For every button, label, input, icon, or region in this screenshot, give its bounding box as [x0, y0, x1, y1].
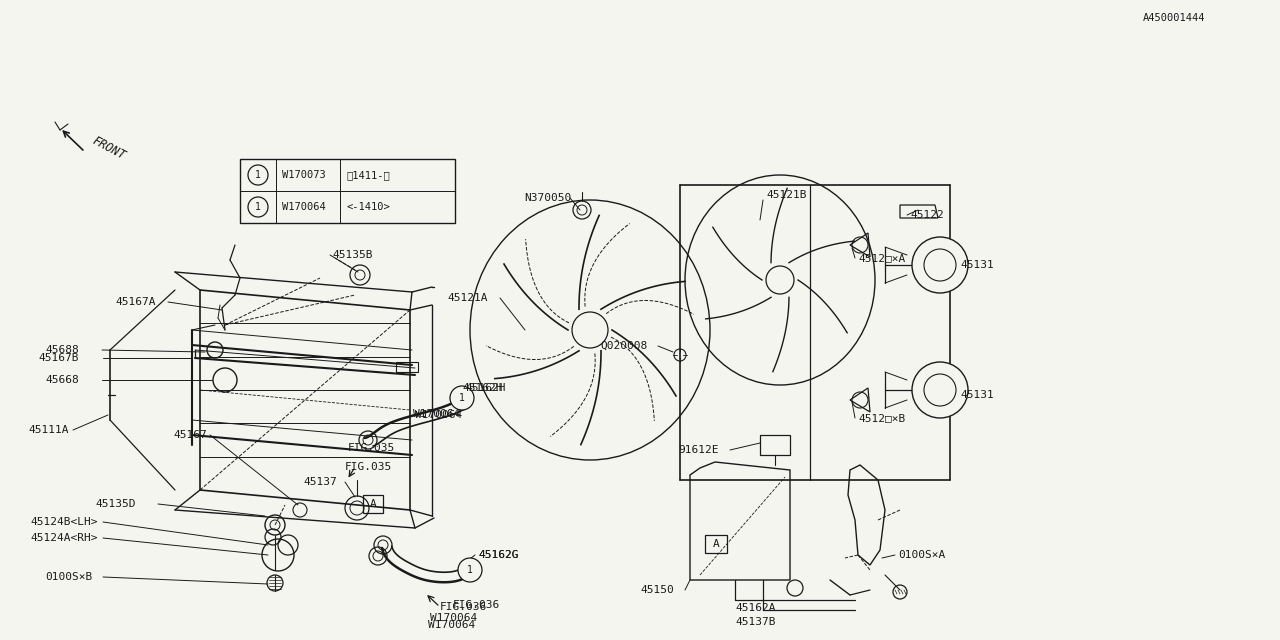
Text: 〈1411-〉: 〈1411-〉 — [346, 170, 389, 180]
Text: 45111A: 45111A — [28, 425, 69, 435]
Text: 45167: 45167 — [173, 430, 207, 440]
Circle shape — [913, 362, 968, 418]
Text: FIG.036: FIG.036 — [453, 600, 500, 610]
Text: 45668: 45668 — [45, 375, 79, 385]
Text: W170064: W170064 — [413, 409, 461, 419]
Text: 1: 1 — [460, 393, 465, 403]
Text: A: A — [370, 499, 376, 509]
Bar — [364, 495, 383, 513]
Text: A450001444: A450001444 — [1143, 13, 1204, 23]
Text: FIG.036: FIG.036 — [440, 602, 488, 612]
Text: <-1410>: <-1410> — [346, 202, 389, 212]
Text: W170064: W170064 — [428, 620, 475, 630]
Text: 1: 1 — [255, 170, 261, 180]
Text: 45162G: 45162G — [477, 550, 518, 560]
Text: 0100S×B: 0100S×B — [45, 572, 92, 582]
Text: 45688: 45688 — [45, 345, 79, 355]
Bar — [705, 535, 727, 553]
Text: 45162H: 45162H — [465, 383, 506, 393]
Text: 45122: 45122 — [910, 210, 943, 220]
Circle shape — [913, 237, 968, 293]
Text: 45121B: 45121B — [765, 190, 806, 200]
Text: 1: 1 — [255, 202, 261, 212]
Text: 4512□×B: 4512□×B — [858, 413, 905, 423]
Text: 45162A: 45162A — [735, 603, 776, 613]
Text: 45162H: 45162H — [462, 383, 503, 393]
Text: FIG.035: FIG.035 — [348, 443, 396, 453]
Text: 45131: 45131 — [960, 260, 993, 270]
Text: FRONT: FRONT — [90, 134, 128, 162]
Text: 4512□×A: 4512□×A — [858, 253, 905, 263]
Text: W170064: W170064 — [282, 202, 325, 212]
Bar — [396, 362, 419, 372]
Text: W170064: W170064 — [415, 410, 462, 420]
Text: FIG.035: FIG.035 — [346, 462, 392, 472]
Circle shape — [458, 558, 483, 582]
Text: 45167A: 45167A — [115, 297, 155, 307]
Text: 45137B: 45137B — [735, 617, 776, 627]
Text: 45167B: 45167B — [38, 353, 78, 363]
Circle shape — [451, 386, 474, 410]
Text: 0100S×A: 0100S×A — [899, 550, 945, 560]
Text: 45131: 45131 — [960, 390, 993, 400]
Bar — [241, 159, 454, 223]
Text: 45150: 45150 — [640, 585, 673, 595]
Text: 45124B<LH>: 45124B<LH> — [29, 517, 97, 527]
Text: 45135D: 45135D — [95, 499, 136, 509]
Text: N370050: N370050 — [524, 193, 571, 203]
Text: 45121A: 45121A — [447, 293, 488, 303]
Text: A: A — [713, 539, 719, 549]
Text: 1: 1 — [467, 565, 472, 575]
Text: 91612E: 91612E — [678, 445, 718, 455]
Text: 45137: 45137 — [303, 477, 337, 487]
Text: 45162G: 45162G — [477, 550, 518, 560]
Text: 45135B: 45135B — [332, 250, 372, 260]
Text: W170064: W170064 — [430, 613, 477, 623]
Text: 45124A<RH>: 45124A<RH> — [29, 533, 97, 543]
Text: Q020008: Q020008 — [600, 341, 648, 351]
Text: W170073: W170073 — [282, 170, 325, 180]
